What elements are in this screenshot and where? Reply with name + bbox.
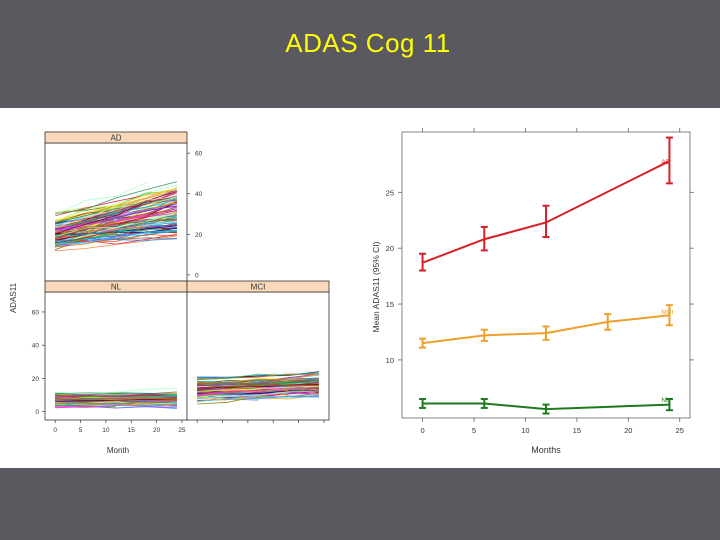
trajectory-group-mci bbox=[197, 371, 319, 405]
trajectory-line bbox=[55, 398, 177, 402]
x-tick-label: 5 bbox=[79, 427, 83, 434]
trajectory-line bbox=[197, 384, 319, 387]
x-tick-label: 20 bbox=[624, 426, 632, 435]
trajectory-line bbox=[197, 390, 319, 399]
panel-strip bbox=[44, 131, 188, 144]
trajectory-line bbox=[54, 199, 177, 230]
y-tick-label: 25 bbox=[386, 188, 394, 197]
x-tick-label: 0 bbox=[420, 426, 424, 435]
trajectory-line bbox=[55, 405, 177, 409]
trajectory-line bbox=[54, 184, 177, 224]
y-tick-label: 10 bbox=[386, 356, 394, 365]
x-tick-label: 10 bbox=[521, 426, 529, 435]
trajectory-line bbox=[54, 210, 178, 240]
x-tick-label: 20 bbox=[153, 427, 161, 434]
trajectory-line bbox=[55, 216, 177, 247]
trajectory-line bbox=[197, 387, 319, 397]
mean-plot: 0 5 10 15 20 25 10 15 20 25 Months Mean ADAS11 (95%… bbox=[371, 128, 694, 455]
x-tick-label: 10 bbox=[102, 427, 110, 434]
y-tick-label: 15 bbox=[386, 300, 394, 309]
trajectory-line bbox=[55, 192, 178, 228]
trajectory-line bbox=[55, 405, 177, 409]
y-axis-label: Mean ADAS11 (95% CI) bbox=[371, 241, 381, 332]
trajectory-group-ad bbox=[54, 181, 178, 252]
trajectory-line bbox=[54, 201, 147, 235]
x-axis-label: Month bbox=[107, 446, 129, 455]
panel-strip-label: MCI bbox=[251, 283, 266, 292]
y-tick-label: 20 bbox=[32, 376, 40, 383]
y-tick-label: 0 bbox=[195, 272, 199, 279]
trajectory-line bbox=[55, 235, 177, 252]
trajectory-line bbox=[197, 396, 319, 402]
series-line-ad bbox=[422, 160, 670, 264]
x-tick-label: 25 bbox=[676, 426, 684, 435]
trajectory-line bbox=[55, 213, 177, 231]
x-tick-label: 5 bbox=[472, 426, 476, 435]
trajectory-line bbox=[55, 388, 177, 395]
trajectory-line bbox=[55, 394, 177, 398]
trajectory-line bbox=[54, 182, 147, 216]
y-tick-label: 0 bbox=[35, 409, 39, 416]
x-tick-label: 15 bbox=[573, 426, 581, 435]
spaghetti-plot: AD 0 20 40 60 NL 0 20 40 60 0 5 10 15 20 25 MCI Month ADAS… bbox=[9, 131, 330, 455]
series-label-nl: NL bbox=[661, 397, 670, 404]
y-tick-label: 40 bbox=[195, 191, 203, 198]
x-tick-label: 25 bbox=[178, 427, 186, 434]
trajectory-line bbox=[54, 188, 177, 228]
trajectory-line bbox=[54, 221, 117, 237]
slide-title: ADAS Cog 11 bbox=[285, 28, 451, 58]
trajectory-line bbox=[54, 231, 117, 247]
y-tick-label: 60 bbox=[32, 309, 40, 316]
trajectory-line bbox=[55, 215, 177, 236]
x-tick-label: 15 bbox=[128, 427, 136, 434]
trajectory-group-nl bbox=[55, 388, 177, 409]
panel-strip-label: AD bbox=[110, 134, 121, 143]
trajectory-line bbox=[54, 206, 178, 239]
y-tick-label: 40 bbox=[32, 343, 40, 350]
figure-panel: AD 0 20 40 60 NL 0 20 40 60 0 5 10 15 20 25 MCI Month ADAS… bbox=[0, 108, 720, 468]
trajectory-line bbox=[55, 392, 177, 396]
trajectory-line bbox=[197, 372, 319, 380]
trajectory-line bbox=[55, 232, 147, 245]
panel-strip bbox=[186, 280, 330, 293]
trajectory-line bbox=[197, 385, 319, 392]
series-label-ad: AD bbox=[661, 159, 670, 166]
trajectory-line bbox=[55, 397, 177, 401]
trajectory-line bbox=[54, 196, 177, 229]
trajectory-line bbox=[197, 379, 319, 385]
panel-strip-label: NL bbox=[111, 283, 122, 292]
x-tick-label: 0 bbox=[53, 427, 57, 434]
trajectory-line bbox=[55, 231, 177, 244]
trajectory-line bbox=[54, 231, 177, 250]
trajectory-line bbox=[55, 181, 178, 215]
trajectory-line bbox=[55, 205, 177, 230]
y-tick-label: 20 bbox=[195, 232, 203, 239]
trajectory-line bbox=[55, 391, 177, 395]
x-axis-label: Months bbox=[531, 445, 561, 455]
trajectory-line bbox=[55, 396, 177, 401]
trajectory-line bbox=[55, 401, 177, 404]
y-tick-label: 20 bbox=[386, 244, 394, 253]
y-axis-label: ADAS11 bbox=[9, 282, 18, 313]
trajectory-line bbox=[54, 212, 178, 237]
series-label-mci: MCI bbox=[661, 309, 673, 316]
y-tick-label: 60 bbox=[195, 151, 203, 158]
trajectory-line bbox=[55, 189, 177, 221]
trajectory-line bbox=[55, 196, 177, 221]
trajectory-line bbox=[197, 394, 319, 403]
plot-frame bbox=[401, 131, 691, 419]
